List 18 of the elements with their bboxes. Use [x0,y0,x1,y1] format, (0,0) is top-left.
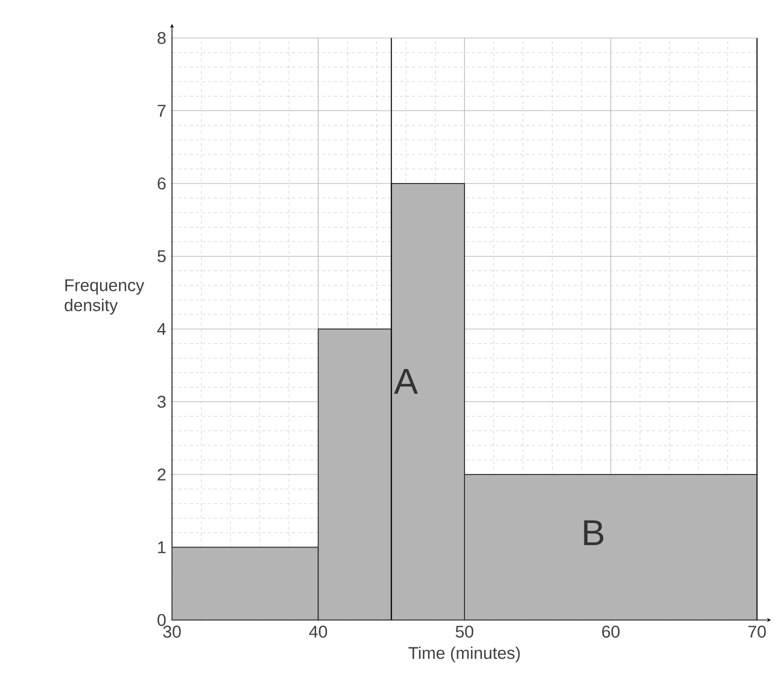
y-tick-label: 1 [158,541,166,554]
x-tick-label: 40 [309,626,328,638]
annotation: A [394,368,418,394]
x-tick-label: 30 [163,626,181,638]
x-tick-label: 60 [602,626,620,638]
x-tick-label: 50 [456,626,474,638]
y-tick-label: 0 [158,614,166,626]
y-tick-label: 8 [158,32,166,44]
y-tick-label: 2 [158,468,166,480]
y-tick-label: 6 [158,177,166,190]
y-tick-label: 5 [158,250,166,262]
x-axis-title: Time (minutes) [408,646,520,662]
y-tick-label: 4 [157,323,166,335]
y-tick-label: 7 [158,104,166,117]
y-axis-title: Frequency density [64,279,144,315]
annotation: B [584,520,604,546]
x-tick-label: 70 [748,626,766,638]
y-tick-label: 3 [158,396,166,408]
